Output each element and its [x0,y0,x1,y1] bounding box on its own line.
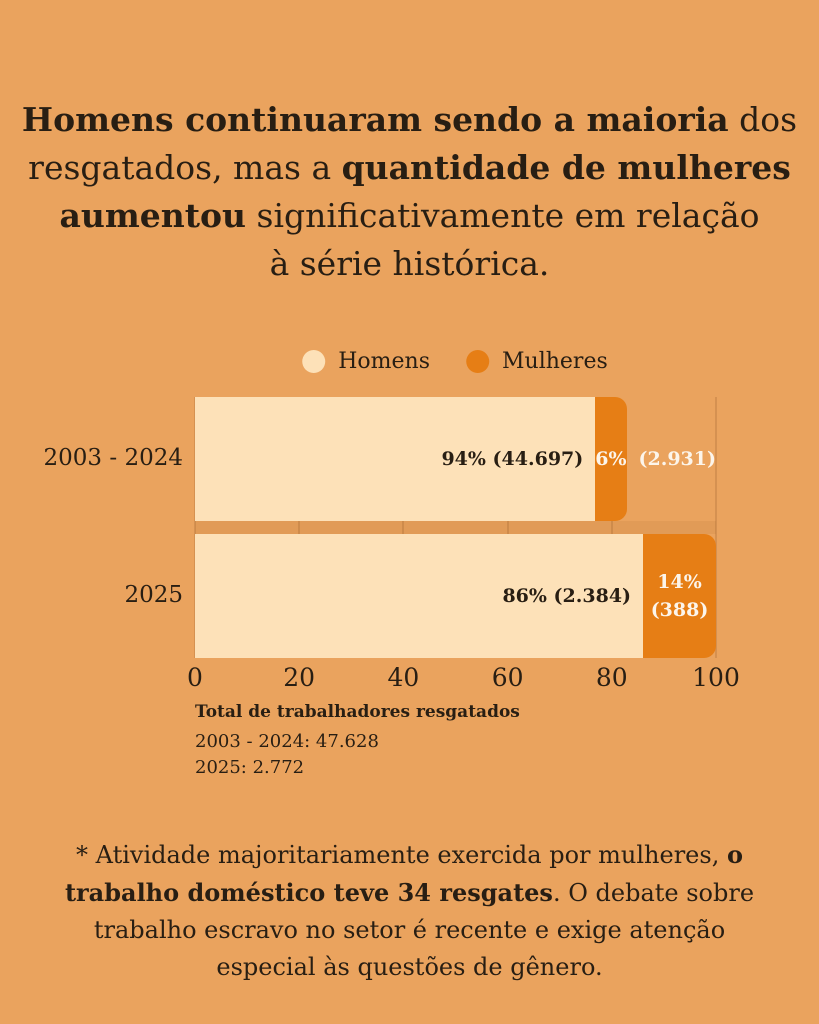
bar-gap-shade [195,521,716,534]
x-axis: 0 20 40 60 80 100 [187,663,740,693]
gridline [610,397,613,658]
bar-2003-2024: 94% (44.697) 6% (2.931) [195,397,716,521]
bar-value-label: 94% (44.697) [441,448,584,470]
x-tick-label: 100 [692,663,740,692]
homens-legend-dot-icon [302,350,326,373]
chart-legend: Homens Mulheres [302,349,608,374]
bar-value-label-outside: (2.931) [638,448,716,470]
title-line: à série histórica. [269,244,550,283]
gridlines [194,397,717,658]
totals-line-2025: 2025: 2.772 [195,757,305,778]
x-tick-label: 0 [187,663,203,692]
bar-value-label: 86% (2.384) [502,585,632,607]
bar-value-label: 14% [657,570,702,593]
x-tick-label: 40 [387,663,420,692]
chart-plot-area: 94% (44.697) 6% (2.931) 86% (2.384) 14% … [194,397,717,658]
page-title: Homens continuaram sendo a maioria dos r… [20,96,800,288]
bar-segment-homens: 86% (2.384) [195,534,644,658]
gridline [506,397,509,658]
totals-note: Total de trabalhadores resgatados 2003 -… [195,702,520,781]
bar-2025: 86% (2.384) 14% (388) [195,534,716,658]
footnote-line: trabalho doméstico teve 34 resgates. O d… [64,878,755,907]
bar-segment-mulheres: 6% [595,397,627,521]
legend-item-mulheres: Mulheres [466,349,608,374]
gridline [715,397,717,658]
footnote-line: especial às questões de gênero. [216,953,603,981]
footnote-line: * Atividade majoritariamente exercida po… [76,840,743,869]
gridline [402,397,405,658]
bar-segment-homens: 94% (44.697) [195,397,596,521]
totals-line-2003-2024: 2003 - 2024: 47.628 [195,731,379,752]
legend-item-homens: Homens [302,349,430,374]
gridline [194,397,196,658]
bar-value-label: 6% [595,447,627,470]
footnote: * Atividade majoritariamente exercida po… [53,836,767,986]
totals-heading: Total de trabalhadores resgatados [195,702,520,722]
footnote-line: trabalho escravo no setor é recente e ex… [93,916,726,944]
legend-label: Homens [338,349,431,374]
x-tick-label: 60 [491,663,524,692]
title-line: Homens continuaram sendo a maioria dos [21,100,798,139]
title-line: resgatados, mas a quantidade de mulheres [28,148,791,187]
y-axis-label-2025: 2025 [124,582,183,608]
title-line: aumentou significativamente em relação [59,196,760,235]
bar-value-label: (388) [650,599,709,621]
bar-segment-mulheres: 14% (388) [643,534,716,658]
x-tick-label: 80 [595,663,628,692]
legend-label: Mulheres [502,349,608,374]
x-tick-label: 20 [283,663,316,692]
mulheres-legend-dot-icon [466,350,490,373]
gridline [298,397,301,658]
y-axis-label-2003-2024: 2003 - 2024 [43,445,183,471]
